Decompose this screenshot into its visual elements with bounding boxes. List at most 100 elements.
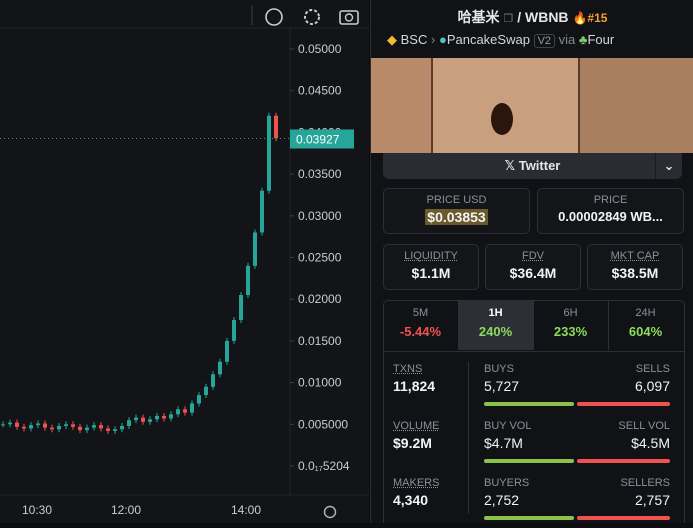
price-tick-label: 0.0₁₇5204 [298,459,350,473]
candle [85,427,89,431]
stat-left: BUY VOL $4.7M [484,420,532,451]
price-tick-label: 0.02500 [298,251,342,265]
candle [225,340,229,362]
timeframe-tab[interactable]: 1H 240% [458,300,534,350]
tab-label: 1H [488,307,503,319]
separator: › [430,32,436,47]
tab-change: 240% [478,324,513,339]
candle [22,426,26,429]
stat-value: 11,824 [393,378,436,394]
price-tick-label: 0.03500 [298,167,342,181]
banner-mouth [491,103,513,135]
candle [1,424,5,426]
candle [99,425,103,429]
ratio-bar-buy [484,516,574,520]
candle [246,265,250,296]
version-badge: V2 [533,34,556,48]
candle [169,414,173,419]
stat-value: 6,097 [634,378,670,394]
time-label: 10:30 [22,503,52,517]
chain[interactable]: BSC [400,32,428,47]
stat-value: $4.5M [631,435,670,451]
stat-right: SELLS 6,097 [635,363,670,394]
candle [43,423,47,428]
label: PRICE [593,194,628,206]
stat-right: SELLERS 2,757 [620,477,670,508]
settings-icon[interactable] [304,9,320,25]
candle [183,409,187,413]
stat-total: VOLUME $9.2M [393,420,439,451]
candle [204,386,208,396]
timeframe-tab[interactable]: 6H 233% [533,300,609,350]
price-tick-label: 0.02000 [298,292,342,306]
tab-label: 5M [412,307,429,319]
axis-settings-icon[interactable] [323,505,337,519]
twitter-button[interactable]: 𝕏 Twitter ⌄ [383,153,682,179]
candle [120,425,124,430]
stat-label: BUY VOL [484,420,532,432]
candle [36,423,40,426]
candle [232,320,236,341]
ratio-bar-sell [577,516,670,520]
time-label: 14:00 [231,503,261,517]
pair-meta: ◆ BSC › ●PancakeSwap V2 via ♣Four [387,32,614,48]
stat-total: TXNS 11,824 [393,363,435,394]
copy-icon[interactable]: ❐ [503,13,514,25]
stat-label: SELLERS [620,477,670,489]
metric-label: FDV [522,250,544,262]
candle [50,427,54,430]
launchpad[interactable]: Four [587,32,615,47]
tab-change: 233% [553,324,588,339]
timeframe-tab[interactable]: 5M -5.44% [383,300,459,350]
dex[interactable]: PancakeSwap [446,32,530,47]
stats-divider [468,362,469,514]
stat-left: BUYS 5,727 [484,363,519,394]
candle [15,422,19,427]
camera-icon[interactable] [339,10,359,25]
tab-label: 24H [635,307,656,319]
candle [57,425,61,430]
stat-label: TXNS [393,363,423,375]
price-tick-label: 0.05000 [298,42,342,56]
dex-icon: ● [438,32,447,47]
label: PRICE USD [426,194,487,206]
stats-frame [383,351,685,523]
tab-change: -5.44% [399,324,442,339]
candle [134,417,138,421]
expand-arrow[interactable]: ⌄ [655,153,682,179]
tab-label: 6H [563,307,578,319]
candle [141,417,145,422]
twitter-label: Twitter [518,158,561,173]
stat-label: BUYS [484,363,514,375]
candle [71,424,75,427]
ratio-bar-buy [484,459,574,463]
stat-value: $4.7M [484,435,523,451]
chart-canvas: 0.050000.045000.040000.035000.030000.025… [0,5,369,519]
time-label: 12:00 [111,503,141,517]
value: 0.00002849 WB... [558,209,663,224]
stat-value: $9.2M [393,435,432,451]
price-tick-label: 0.005000 [298,417,348,431]
timeframe-tab[interactable]: 24H 604% [608,300,683,350]
quote-token: / WBNB [517,9,569,25]
stat-right: SELL VOL $4.5M [618,420,670,451]
replay-icon[interactable] [265,8,283,26]
stat-label: BUYERS [484,477,530,489]
candle [78,426,82,431]
candle [64,424,68,426]
candle [113,429,117,431]
metric-card: LIQUIDITY $1.1M [383,244,479,290]
metric-label: MKT CAP [610,250,660,262]
stat-value: 2,757 [634,492,670,508]
candle [8,422,12,425]
token-name: 哈基米 [457,9,500,25]
price-tick-label: 0.04500 [298,84,342,98]
candle [253,232,257,266]
candle [274,115,278,139]
tabs-frame [383,300,685,352]
candle [162,415,166,419]
stat-label: SELL VOL [618,420,670,432]
candle [260,190,264,233]
stat-label: MAKERS [393,477,440,489]
